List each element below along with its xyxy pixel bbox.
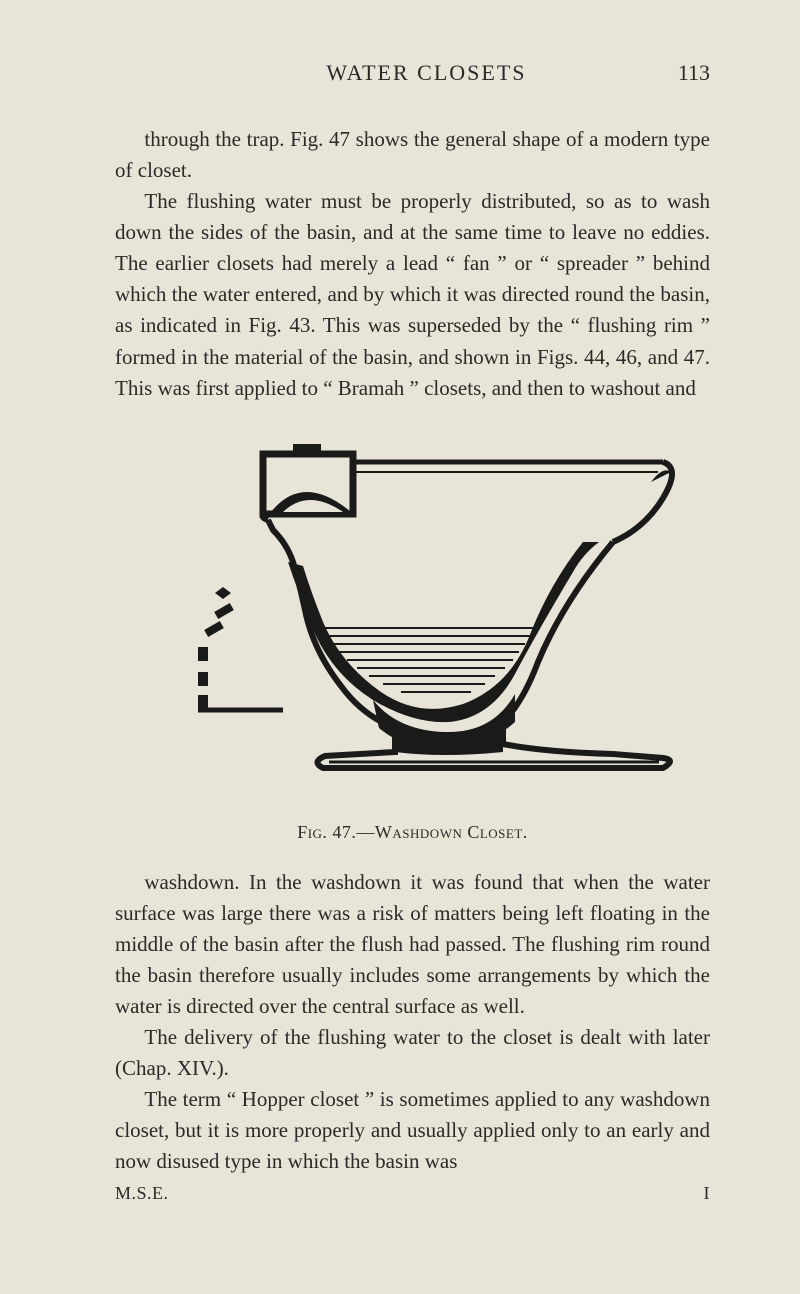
figure-47-caption: Fig. 47.—Washdown Closet.: [115, 822, 710, 843]
footer-signature-right: I: [704, 1183, 711, 1204]
paragraph-5: The term “ Hopper closet ” is sometimes …: [115, 1084, 710, 1177]
washdown-closet-diagram: [143, 432, 683, 812]
paragraph-3: washdown. In the washdown it was found t…: [115, 867, 710, 1022]
figure-47: [115, 432, 710, 812]
paragraph-1: through the trap. Fig. 47 shows the gene…: [115, 124, 710, 186]
footer-signature-left: M.S.E.: [115, 1183, 169, 1204]
paragraph-4: The delivery of the flushing water to th…: [115, 1022, 710, 1084]
page-number: 113: [678, 60, 710, 86]
paragraph-2: The flushing water must be properly dist…: [115, 186, 710, 404]
running-header: WATER CLOSETS: [115, 60, 678, 86]
page-footer: M.S.E. I: [115, 1183, 710, 1204]
page-header: WATER CLOSETS 113: [115, 60, 710, 86]
